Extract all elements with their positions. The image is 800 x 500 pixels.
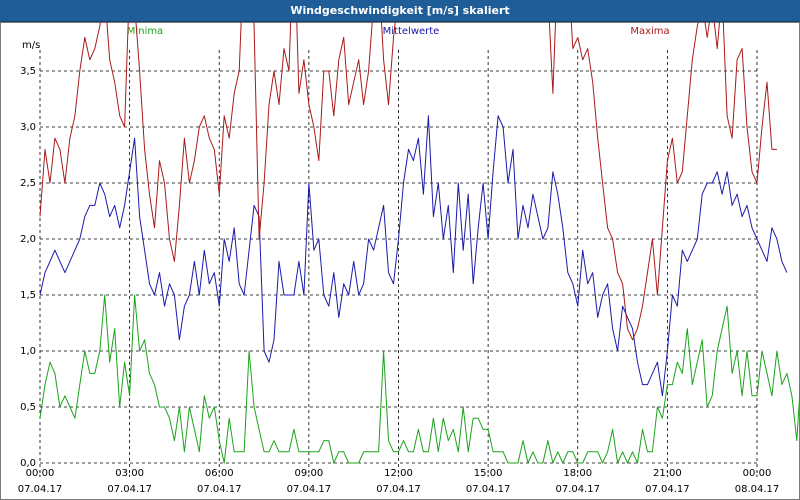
x-tick-date-label: 07.04.17 (376, 484, 421, 495)
y-tick-label: 0,5 (20, 402, 36, 413)
chart-frame (0, 22, 800, 500)
y-tick-label: 1,5 (20, 290, 36, 301)
y-tick-label: 1,0 (20, 346, 36, 357)
series-line-minima (39, 294, 800, 464)
x-tick-date-label: 07.04.17 (18, 484, 63, 495)
chart-title: Windgeschwindigkeit [m/s] skaliert (0, 0, 800, 22)
x-tick-time-label: 18:00 (563, 468, 592, 479)
legend: Minima Mittelwerte Maxima (127, 26, 670, 37)
plot-area (39, 22, 800, 464)
x-tick-time-label: 21:00 (653, 468, 682, 479)
y-tick-label: 2,0 (20, 234, 36, 245)
x-tick-date-label: 07.04.17 (466, 484, 511, 495)
legend-entry-mittelwerte: Mittelwerte (383, 26, 440, 37)
series-line-maxima (39, 22, 777, 341)
x-tick-date-label: 07.04.17 (197, 484, 242, 495)
y-axis: 0,00,51,01,52,02,53,03,54,04,55,05,56,06… (20, 66, 36, 469)
x-tick-date-label: 07.04.17 (287, 484, 332, 495)
x-tick-date-label: 08.04.17 (735, 484, 780, 495)
y-tick-label: 0,0 (20, 458, 36, 469)
legend-entry-minima: Minima (127, 26, 163, 37)
x-tick-time-label: 00:00 (26, 468, 55, 479)
x-tick-time-label: 00:00 (743, 468, 772, 479)
y-axis-unit-label: m/s (22, 40, 40, 51)
x-tick-time-label: 09:00 (294, 468, 323, 479)
x-tick-date-label: 07.04.17 (107, 484, 152, 495)
y-tick-label: 2,5 (20, 178, 36, 189)
x-tick-time-label: 03:00 (115, 468, 144, 479)
series-line-mittelwerte (39, 115, 788, 397)
y-tick-label: 3,5 (20, 66, 36, 77)
x-tick-time-label: 06:00 (205, 468, 234, 479)
y-tick-label: 3,0 (20, 122, 36, 133)
x-tick-time-label: 12:00 (384, 468, 413, 479)
x-tick-time-label: 15:00 (474, 468, 503, 479)
x-tick-date-label: 07.04.17 (555, 484, 600, 495)
legend-entry-maxima: Maxima (630, 26, 669, 37)
x-axis: 00:00 07.04.17 03:00 07.04.17 06:00 07.04.17 0… (18, 468, 780, 495)
line-chart: Minima Mittelwerte Maxima m/s 0,0 0,5 1,0 1… (0, 22, 800, 500)
x-tick-date-label: 07.04.17 (645, 484, 690, 495)
grid (39, 50, 758, 477)
